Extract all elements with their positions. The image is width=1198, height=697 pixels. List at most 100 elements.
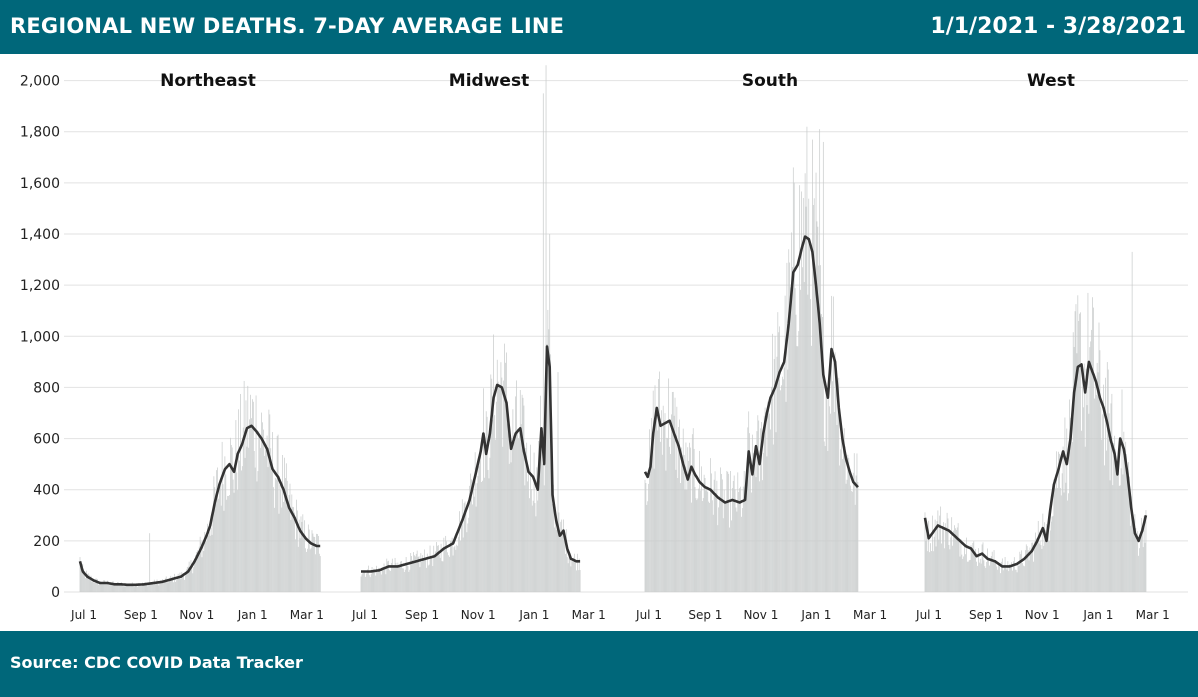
daily-bar xyxy=(557,372,559,592)
daily-bar xyxy=(477,476,479,592)
daily-bar xyxy=(530,489,532,592)
daily-bar xyxy=(500,362,502,592)
daily-bar xyxy=(1125,441,1127,592)
daily-bar xyxy=(931,515,933,592)
daily-bar xyxy=(317,534,318,592)
daily-bar xyxy=(1106,362,1108,592)
daily-bar xyxy=(466,532,468,592)
daily-bar xyxy=(274,507,275,592)
daily-bar xyxy=(518,438,519,592)
daily-bar xyxy=(114,582,116,592)
daily-bar xyxy=(248,447,250,592)
daily-bar xyxy=(1022,563,1023,592)
daily-bar xyxy=(100,583,102,592)
daily-bar xyxy=(1074,311,1076,592)
daily-bar xyxy=(816,221,818,592)
daily-bar xyxy=(957,523,959,592)
daily-bar xyxy=(132,584,134,592)
daily-bar xyxy=(314,537,316,592)
daily-bar xyxy=(509,431,511,592)
daily-bar xyxy=(495,401,497,592)
daily-bar xyxy=(305,548,306,592)
daily-bar xyxy=(240,393,241,592)
daily-bar xyxy=(474,452,476,592)
daily-bar xyxy=(1094,398,1095,592)
source-banner: Source: CDC COVID Data Tracker xyxy=(0,631,1198,697)
daily-bar xyxy=(159,580,161,592)
daily-bar xyxy=(1092,297,1093,592)
daily-bar xyxy=(559,533,561,592)
daily-bar xyxy=(1066,428,1068,592)
daily-bar xyxy=(656,410,658,592)
daily-bar xyxy=(725,501,727,592)
daily-bar xyxy=(513,437,515,592)
daily-bar xyxy=(934,519,936,592)
daily-bar xyxy=(932,551,934,592)
daily-bar xyxy=(815,172,817,592)
daily-bar xyxy=(296,499,297,592)
daily-bar xyxy=(434,556,436,592)
daily-bar xyxy=(647,501,649,592)
daily-bar xyxy=(781,385,782,592)
daily-bar xyxy=(1036,538,1037,592)
daily-bar xyxy=(711,473,712,592)
daily-bar xyxy=(1037,520,1039,592)
daily-bar xyxy=(468,517,470,592)
daily-bar xyxy=(171,578,173,592)
daily-bar xyxy=(671,392,673,592)
daily-bar xyxy=(204,532,206,592)
daily-bar xyxy=(533,452,535,592)
x-tick-label: Sep 1 xyxy=(688,608,722,622)
daily-bar xyxy=(808,198,810,592)
daily-bar xyxy=(994,562,996,592)
daily-bar xyxy=(391,562,392,592)
daily-bar xyxy=(818,265,820,592)
daily-bar xyxy=(212,507,214,592)
daily-bar xyxy=(1119,485,1121,592)
daily-bar xyxy=(270,448,272,592)
daily-bar xyxy=(452,555,454,592)
daily-bar xyxy=(272,432,273,592)
daily-bar xyxy=(930,543,931,592)
daily-bar xyxy=(166,580,168,592)
daily-bar xyxy=(545,65,547,592)
daily-bar xyxy=(472,482,474,592)
daily-bar xyxy=(86,570,87,592)
daily-bar xyxy=(429,545,431,592)
daily-bar xyxy=(318,553,320,592)
daily-bar xyxy=(302,514,304,592)
daily-bar xyxy=(118,582,119,592)
daily-bar xyxy=(729,527,730,592)
daily-bar xyxy=(674,397,676,592)
daily-bar xyxy=(95,578,96,592)
daily-bar xyxy=(799,185,801,593)
daily-bar xyxy=(296,510,298,592)
daily-bar xyxy=(924,512,926,592)
daily-bar xyxy=(422,555,424,592)
daily-bar xyxy=(214,487,216,592)
daily-bar xyxy=(1024,550,1026,592)
daily-bar xyxy=(260,447,262,592)
daily-bar xyxy=(518,432,520,592)
daily-bar xyxy=(850,485,851,592)
daily-bar xyxy=(294,512,295,592)
daily-bar xyxy=(958,537,960,592)
daily-bar xyxy=(948,544,950,592)
daily-bar xyxy=(551,424,552,592)
daily-bar xyxy=(560,521,562,592)
daily-bar xyxy=(776,356,778,592)
daily-bar xyxy=(812,205,814,592)
daily-bar xyxy=(579,570,581,592)
daily-bar xyxy=(404,569,406,592)
daily-bar xyxy=(696,500,698,592)
daily-bar xyxy=(376,565,378,592)
daily-bar xyxy=(741,516,742,592)
daily-bar xyxy=(173,582,174,592)
daily-bar xyxy=(691,434,693,592)
daily-bar xyxy=(263,429,264,592)
daily-bar xyxy=(402,568,403,592)
daily-bar xyxy=(137,587,139,592)
daily-bar xyxy=(1013,561,1014,592)
daily-bar xyxy=(106,583,107,592)
daily-bar xyxy=(360,576,362,592)
